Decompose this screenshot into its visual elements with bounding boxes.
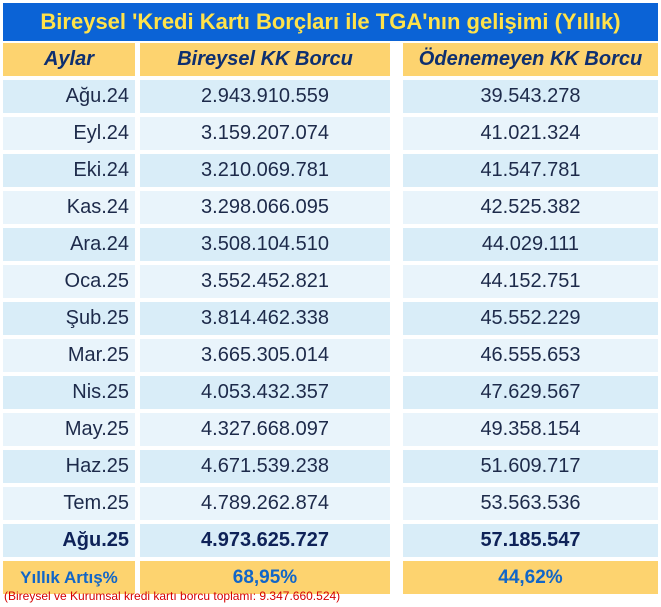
unpaid-cc-debt-cell: 41.547.781 [403,154,658,187]
table-row: Eki.24 3.210.069.781 41.547.781 [3,154,658,187]
individual-cc-debt-cell: 3.814.462.338 [140,302,390,335]
footnote: (Bireysel ve Kurumsal kredi kartı borcu … [4,589,341,603]
month-cell: Mar.25 [3,339,135,372]
individual-cc-debt-cell: 4.327.668.097 [140,413,390,446]
annual-change-label: Yıllık Artış% [3,561,135,594]
column-header-individual-cc-debt: Bireysel KK Borcu [140,43,390,76]
table-row: Şub.25 3.814.462.338 45.552.229 [3,302,658,335]
month-cell: Eki.24 [3,154,135,187]
unpaid-cc-debt-cell: 46.555.653 [403,339,658,372]
unpaid-cc-debt-cell: 47.629.567 [403,376,658,409]
table-row: Eyl.24 3.159.207.074 41.021.324 [3,117,658,150]
month-cell: Kas.24 [3,191,135,224]
annual-change-individual: 68,95% [140,561,390,594]
unpaid-cc-debt-cell: 57.185.547 [403,524,658,557]
individual-cc-debt-cell: 2.943.910.559 [140,80,390,113]
unpaid-cc-debt-cell: 45.552.229 [403,302,658,335]
month-cell: Nis.25 [3,376,135,409]
month-cell: Oca.25 [3,265,135,298]
unpaid-cc-debt-cell: 39.543.278 [403,80,658,113]
unpaid-cc-debt-cell: 51.609.717 [403,450,658,483]
column-header-unpaid-cc-debt: Ödenemeyen KK Borcu [403,43,658,76]
individual-cc-debt-cell: 4.789.262.874 [140,487,390,520]
unpaid-cc-debt-cell: 41.021.324 [403,117,658,150]
table-row: Kas.24 3.298.066.095 42.525.382 [3,191,658,224]
table-row: Mar.25 3.665.305.014 46.555.653 [3,339,658,372]
month-cell: Tem.25 [3,487,135,520]
unpaid-cc-debt-cell: 44.152.751 [403,265,658,298]
table-row: Ara.24 3.508.104.510 44.029.111 [3,228,658,261]
table-row: Nis.25 4.053.432.357 47.629.567 [3,376,658,409]
table-row: Haz.25 4.671.539.238 51.609.717 [3,450,658,483]
individual-cc-debt-cell: 4.671.539.238 [140,450,390,483]
table-row: Tem.25 4.789.262.874 53.563.536 [3,487,658,520]
individual-cc-debt-cell: 4.053.432.357 [140,376,390,409]
unpaid-cc-debt-cell: 49.358.154 [403,413,658,446]
table-row: Oca.25 3.552.452.821 44.152.751 [3,265,658,298]
individual-cc-debt-cell: 3.298.066.095 [140,191,390,224]
month-cell: Eyl.24 [3,117,135,150]
table-header-row: Aylar Bireysel KK Borcu Ödenemeyen KK Bo… [3,43,658,76]
unpaid-cc-debt-cell: 53.563.536 [403,487,658,520]
credit-card-debt-table: Aylar Bireysel KK Borcu Ödenemeyen KK Bo… [3,43,658,594]
individual-cc-debt-cell: 3.508.104.510 [140,228,390,261]
column-header-months: Aylar [3,43,135,76]
table-row: May.25 4.327.668.097 49.358.154 [3,413,658,446]
annual-change-row: Yıllık Artış% 68,95% 44,62% [3,561,658,594]
individual-cc-debt-cell: 3.552.452.821 [140,265,390,298]
month-cell: Haz.25 [3,450,135,483]
individual-cc-debt-cell: 3.665.305.014 [140,339,390,372]
annual-change-unpaid: 44,62% [403,561,658,594]
month-cell: Ara.24 [3,228,135,261]
month-cell: Ağu.24 [3,80,135,113]
individual-cc-debt-cell: 3.210.069.781 [140,154,390,187]
table-row: Ağu.24 2.943.910.559 39.543.278 [3,80,658,113]
individual-cc-debt-cell: 3.159.207.074 [140,117,390,150]
unpaid-cc-debt-cell: 44.029.111 [403,228,658,261]
table-row: Ağu.25 4.973.625.727 57.185.547 [3,524,658,557]
table-title: Bireysel 'Kredi Kartı Borçları ile TGA'n… [3,3,658,41]
individual-cc-debt-cell: 4.973.625.727 [140,524,390,557]
month-cell: May.25 [3,413,135,446]
unpaid-cc-debt-cell: 42.525.382 [403,191,658,224]
month-cell: Şub.25 [3,302,135,335]
month-cell: Ağu.25 [3,524,135,557]
